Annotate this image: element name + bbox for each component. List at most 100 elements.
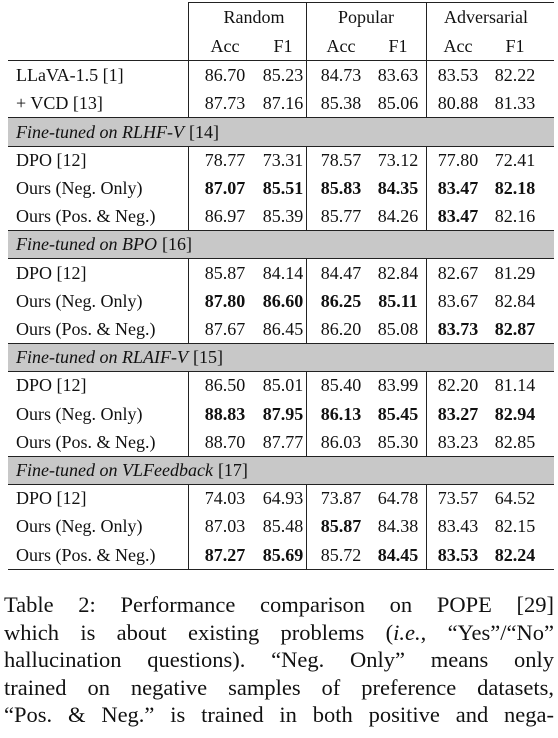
cell-value: 78.57 — [320, 149, 362, 170]
cell-value: 85.69 — [262, 544, 304, 565]
section-rule — [8, 145, 554, 147]
cell-value: 87.95 — [262, 403, 304, 424]
cell-value: 74.03 — [204, 488, 246, 509]
caption-text: , “Yes”/“No” — [420, 619, 554, 645]
cell-value: 73.12 — [377, 149, 419, 170]
method-name: Ours (Neg. Only) — [16, 516, 143, 537]
section-shade — [8, 343, 554, 372]
metric-header: Acc — [443, 36, 473, 56]
cell-value: 82.67 — [437, 262, 479, 283]
column-rule — [306, 258, 307, 343]
cell-value: 85.30 — [377, 431, 419, 452]
column-rule — [306, 484, 307, 569]
cell-value: 87.27 — [204, 544, 246, 565]
cell-value: 82.15 — [494, 516, 536, 537]
section-rule — [8, 117, 554, 119]
caption-line: which is about existing problems (i.e., … — [4, 619, 554, 647]
caption-text: i.e. — [393, 619, 421, 645]
cell-value: 84.47 — [320, 262, 362, 283]
cell-value: 72.41 — [494, 149, 536, 170]
section-rule — [8, 230, 554, 232]
column-rule — [306, 2, 307, 118]
cell-value: 87.80 — [204, 290, 246, 311]
cell-value: 85.45 — [377, 403, 419, 424]
method-name: DPO [12] — [16, 262, 87, 283]
section-shade — [8, 117, 554, 146]
method-name: Ours (Pos. & Neg.) — [16, 431, 156, 452]
caption-text: trained on negative samples of preferenc… — [4, 674, 554, 700]
section-name: Fine-tuned on RLAIF-V — [16, 347, 188, 368]
cell-value: 82.22 — [494, 65, 536, 86]
cell-value: 82.85 — [494, 431, 536, 452]
cell-value: 85.01 — [262, 375, 304, 396]
cell-value: 73.87 — [320, 488, 362, 509]
section-title: Fine-tuned on VLFeedback [17] — [16, 460, 248, 480]
cell-value: 82.84 — [377, 262, 419, 283]
section-shade — [8, 230, 554, 259]
method-name: DPO [12] — [16, 375, 87, 396]
cell-value: 85.23 — [262, 65, 304, 86]
caption-line: hallucination questions). “Neg. Only” me… — [4, 646, 554, 674]
cell-value: 88.70 — [204, 431, 246, 452]
cell-value: 85.48 — [262, 516, 304, 537]
bottom-rule — [8, 568, 554, 570]
cell-value: 82.16 — [494, 206, 536, 227]
cell-value: 82.20 — [437, 375, 479, 396]
column-rule — [426, 2, 427, 118]
cell-value: 87.03 — [204, 516, 246, 537]
cell-value: 86.20 — [320, 318, 362, 339]
cell-value: 85.77 — [320, 206, 362, 227]
cell-value: 83.47 — [437, 206, 479, 227]
column-rule — [188, 2, 189, 118]
cell-value: 81.29 — [494, 262, 536, 283]
cell-value: 83.99 — [377, 375, 419, 396]
column-rule — [306, 145, 307, 231]
section-rule — [8, 343, 554, 344]
caption-line: trained on negative samples of preferenc… — [4, 674, 554, 702]
cell-value: 64.78 — [377, 488, 419, 509]
cell-value: 84.35 — [377, 177, 419, 198]
cell-value: 87.73 — [204, 93, 246, 114]
method-name: Ours (Neg. Only) — [16, 290, 143, 311]
section-rule — [8, 455, 554, 457]
section-ref: [16] — [161, 234, 192, 255]
cell-value: 87.07 — [204, 177, 246, 198]
cell-value: 86.97 — [204, 206, 246, 227]
cell-value: 86.70 — [204, 65, 246, 86]
section-rule — [8, 484, 554, 485]
cell-value: 84.14 — [262, 262, 304, 283]
section-ref: [15] — [192, 347, 223, 368]
method-name: LLaVA-1.5 [1] — [16, 65, 124, 86]
column-rule — [306, 371, 307, 456]
cell-value: 84.26 — [377, 206, 419, 227]
cell-value: 85.40 — [320, 375, 362, 396]
cell-value: 83.53 — [437, 65, 479, 86]
caption-text: “Pos. & Neg.” is trained in both positiv… — [4, 702, 554, 728]
method-name: DPO [12] — [16, 149, 87, 170]
cell-value: 85.38 — [320, 93, 362, 114]
section-shade — [8, 455, 554, 484]
cell-value: 85.83 — [320, 177, 362, 198]
cell-value: 86.13 — [320, 403, 362, 424]
section-rule — [8, 258, 554, 260]
section-title: Fine-tuned on BPO [16] — [16, 234, 192, 254]
cell-value: 86.50 — [204, 375, 246, 396]
column-rule — [426, 371, 427, 456]
cell-value: 87.16 — [262, 93, 304, 114]
metric-header: F1 — [388, 36, 408, 56]
column-rule — [188, 484, 189, 569]
cell-value: 85.87 — [320, 516, 362, 537]
header-rule — [8, 60, 554, 61]
cell-value: 87.67 — [204, 318, 246, 339]
cell-value: 86.60 — [262, 290, 304, 311]
method-name: + VCD [13] — [16, 93, 103, 114]
caption-line: Table 2: Performance comparison on POPE … — [4, 591, 554, 619]
cell-value: 84.73 — [320, 65, 362, 86]
metric-header: F1 — [273, 36, 293, 56]
cell-value: 82.18 — [494, 177, 536, 198]
method-name: Ours (Pos. & Neg.) — [16, 206, 156, 227]
method-name: Ours (Pos. & Neg.) — [16, 318, 156, 339]
cell-value: 82.87 — [494, 318, 536, 339]
method-name: Ours (Neg. Only) — [16, 177, 143, 198]
